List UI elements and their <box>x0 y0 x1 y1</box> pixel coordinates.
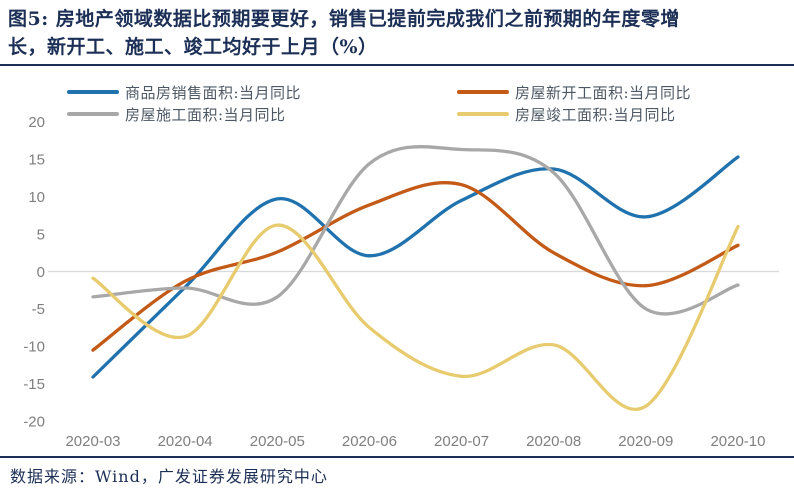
legend-label: 房屋新开工面积:当月同比 <box>515 83 692 102</box>
legend-swatch <box>457 90 509 94</box>
legend-label: 商品房销售面积:当月同比 <box>125 83 302 102</box>
legend-swatch <box>67 90 119 94</box>
x-axis-tick-label: 2020-05 <box>250 433 305 450</box>
y-axis-tick-label: 5 <box>37 226 45 243</box>
legend-item: 房屋施工面积:当月同比 <box>67 103 286 125</box>
figure-title-line1: 图5: 房地产领域数据比预期要更好，销售已提前完成我们之前预期的年度零增 <box>8 8 680 30</box>
y-axis-tick-label: 20 <box>28 114 45 131</box>
x-axis-tick-label: 2020-06 <box>342 433 397 450</box>
x-axis-tick-label: 2020-08 <box>526 433 581 450</box>
title-divider-line <box>0 64 794 66</box>
y-axis-tick-label: -20 <box>23 413 45 430</box>
figure-title: 图5: 房地产领域数据比预期要更好，销售已提前完成我们之前预期的年度零增 长，新… <box>8 5 790 61</box>
legend-item: 房屋新开工面积:当月同比 <box>457 81 691 103</box>
footer-divider-line <box>0 456 794 458</box>
y-axis-tick-label: -5 <box>32 301 45 318</box>
x-axis-tick-label: 2020-03 <box>65 433 120 450</box>
x-axis-tick-label: 2020-04 <box>158 433 213 450</box>
legend-label: 房屋竣工面积:当月同比 <box>515 105 676 124</box>
new-starts-area-line <box>91 181 740 352</box>
legend-swatch <box>67 112 119 116</box>
legend-item: 商品房销售面积:当月同比 <box>67 81 301 103</box>
x-axis-tick-label: 2020-10 <box>710 433 765 450</box>
data-source-note: 数据来源：Wind，广发证券发展研究中心 <box>10 467 328 486</box>
y-axis-tick-label: 15 <box>28 151 45 168</box>
completion-area-line <box>91 223 740 411</box>
legend: 商品房销售面积:当月同比 房屋新开工面积:当月同比房屋施工面积:当月同比 房屋竣工面… <box>0 81 794 127</box>
y-axis-tick-label: -10 <box>23 339 45 356</box>
figure-title-line2: 长，新开工、施工、竣工均好于上月（%） <box>8 36 378 58</box>
legend-item: 房屋竣工面积:当月同比 <box>457 103 676 125</box>
y-axis-tick-label: 10 <box>28 189 45 206</box>
y-axis-tick-label: -15 <box>23 376 45 393</box>
legend-swatch <box>457 112 509 116</box>
sales-area-line <box>91 155 740 379</box>
x-axis-tick-label: 2020-09 <box>618 433 673 450</box>
x-axis-tick-label: 2020-07 <box>434 433 489 450</box>
construction-area-line <box>91 145 740 316</box>
legend-label: 房屋施工面积:当月同比 <box>125 105 286 124</box>
y-axis-tick-label: 0 <box>37 264 45 281</box>
